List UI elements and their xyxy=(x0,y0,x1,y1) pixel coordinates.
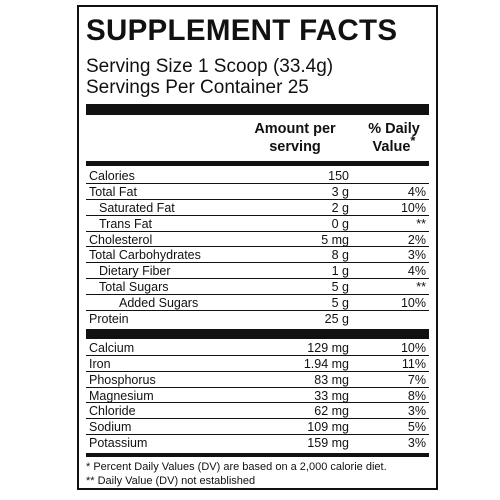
nutrient-amount: 150 xyxy=(328,169,349,183)
nutrient-name: Sodium xyxy=(89,420,132,435)
thick-rule xyxy=(86,161,429,166)
nutrient-amount: 1.94 mg xyxy=(303,356,349,371)
nutrient-amount: 25 g xyxy=(324,312,349,327)
daily-value: 4% xyxy=(407,264,426,279)
nutrient-row: Cholesterol 5 mg 2% xyxy=(86,232,429,248)
daily-value: 10% xyxy=(400,340,426,355)
daily-value: 3% xyxy=(407,404,426,419)
daily-value-header: % Daily Value* xyxy=(359,120,429,156)
daily-value: 10% xyxy=(400,296,426,311)
nutrient-name: Phosphorus xyxy=(89,372,156,387)
nutrient-name: Total Fat xyxy=(89,184,137,199)
nutrient-amount: 83 mg xyxy=(314,372,349,387)
nutrient-row: Iron 1.94 mg 11% xyxy=(86,356,429,372)
nutrient-name: Saturated Fat xyxy=(99,200,175,215)
daily-value: ** xyxy=(416,280,426,295)
nutrient-row: Total Sugars 5 g ** xyxy=(86,279,429,296)
daily-value: 8% xyxy=(407,388,426,403)
daily-value-text: % Daily Value xyxy=(368,121,420,155)
nutrient-amount: 5 mg xyxy=(321,232,349,247)
nutrient-amount: 8 g xyxy=(331,248,349,263)
nutrient-row: Magnesium 33 mg 8% xyxy=(86,388,429,404)
thick-rule xyxy=(86,104,429,115)
daily-value: 3% xyxy=(407,436,426,451)
amount-header: Amount per serving xyxy=(254,121,336,155)
servings-per-container: Servings Per Container 25 xyxy=(86,77,309,98)
nutrient-amount: 5 g xyxy=(331,296,349,311)
daily-value: 7% xyxy=(407,372,426,387)
nutrient-name: Potassium xyxy=(89,436,148,451)
nutrient-amount: 159 mg xyxy=(307,436,349,451)
nutrient-row: Dietary Fiber 1 g 4% xyxy=(86,263,429,280)
nutrient-row: Sodium 109 mg 5% xyxy=(86,419,429,436)
nutrient-row: Chloride 62 mg 3% xyxy=(86,403,429,420)
daily-value: ** xyxy=(416,216,426,231)
daily-value: 4% xyxy=(407,184,426,199)
nutrient-row: Calories 150 xyxy=(86,168,429,184)
nutrient-list: Calories 150 Total Fat 3 g 4% Saturated Fat 2 … xyxy=(86,168,429,327)
nutrient-name: Total Sugars xyxy=(99,280,169,295)
footnote: * Percent Daily Values (DV) are based on… xyxy=(86,461,387,474)
daily-value: 2% xyxy=(407,232,426,247)
nutrient-amount: 109 mg xyxy=(307,420,349,435)
nutrient-name: Added Sugars xyxy=(119,296,199,311)
nutrient-amount: 33 mg xyxy=(314,388,349,403)
thick-rule xyxy=(86,328,429,339)
nutrient-name: Cholesterol xyxy=(89,232,153,247)
nutrient-amount: 0 g xyxy=(331,216,349,231)
nutrient-row: Calcium 129 mg 10% xyxy=(86,340,429,356)
nutrient-amount: 2 g xyxy=(331,200,349,215)
nutrient-amount: 5 g xyxy=(331,280,349,295)
nutrient-row: Potassium 159 mg 3% xyxy=(86,435,429,451)
nutrient-amount: 3 g xyxy=(331,184,349,199)
nutrient-row: Total Carbohydrates 8 g 3% xyxy=(86,247,429,264)
nutrient-name: Magnesium xyxy=(89,388,154,403)
nutrient-name: Protein xyxy=(89,312,129,327)
nutrient-row: Trans Fat 0 g ** xyxy=(86,216,429,232)
supplement-label: SUPPLEMENT FACTS Serving Size 1 Scoop (3… xyxy=(77,5,438,490)
daily-value: 5% xyxy=(407,420,426,435)
nutrient-amount: 1 g xyxy=(331,264,349,279)
thick-rule xyxy=(86,453,429,458)
daily-value: 3% xyxy=(407,248,426,263)
footnote: ** Daily Value (DV) not established xyxy=(86,474,256,487)
nutrient-name: Trans Fat xyxy=(99,216,153,231)
nutrient-row: Phosphorus 83 mg 7% xyxy=(86,372,429,388)
footnotes: * Percent Daily Values (DV) are based on… xyxy=(86,461,429,488)
nutrient-row: Added Sugars 5 g 10% xyxy=(86,295,429,312)
nutrient-row: Saturated Fat 2 g 10% xyxy=(86,200,429,216)
nutrient-row: Total Fat 3 g 4% xyxy=(86,184,429,200)
nutrient-name: Chloride xyxy=(89,404,136,419)
nutrient-amount: 62 mg xyxy=(314,404,349,419)
daily-value-mark: * xyxy=(410,133,416,149)
label-title: SUPPLEMENT FACTS xyxy=(86,14,398,47)
daily-value: 10% xyxy=(400,200,426,215)
nutrient-amount: 129 mg xyxy=(307,340,349,355)
nutrient-name: Dietary Fiber xyxy=(99,264,171,279)
nutrient-row: Protein 25 g xyxy=(86,311,429,327)
nutrient-name: Iron xyxy=(89,356,111,371)
nutrient-name: Total Carbohydrates xyxy=(89,248,201,263)
daily-value: 11% xyxy=(401,356,426,371)
mineral-list: Calcium 129 mg 10% Iron 1.94 mg 11% Phosphorus… xyxy=(86,340,429,451)
nutrient-name: Calories xyxy=(89,169,135,183)
column-header: Amount per serving % Daily Value* xyxy=(86,115,429,161)
serving-size: Serving Size 1 Scoop (33.4g) xyxy=(86,56,334,77)
nutrient-name: Calcium xyxy=(89,340,135,355)
